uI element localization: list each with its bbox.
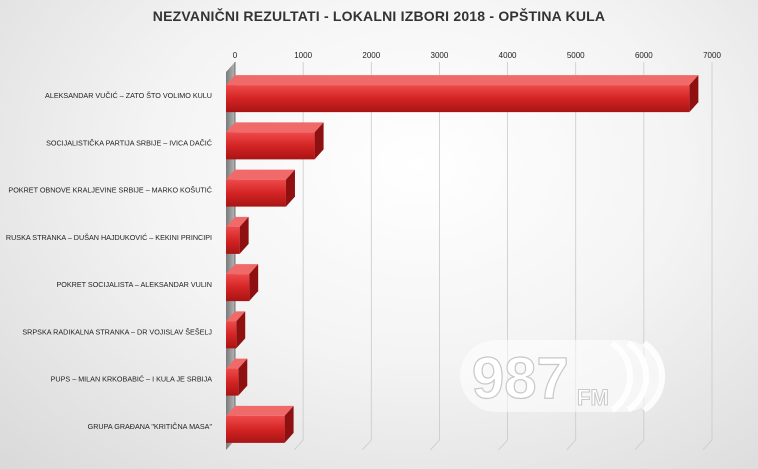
gridline-floor [634,439,645,451]
category-label: GRUPA GRAĐANA "KRITIČNA MASA" [88,422,213,431]
bar-front-face [226,226,240,254]
x-tick-label: 4000 [499,51,517,60]
bar-side-face [238,358,248,396]
bar-front-face [226,368,239,396]
bar-side-face [689,75,699,113]
x-tick-label: 3000 [431,51,449,60]
bar-front-face [226,321,237,349]
bar-top-face [226,75,699,86]
bar-side-face [249,264,259,302]
bar-side-face [285,169,295,207]
category-label: RUSKA STRANKA – DUŠAN HAJDUKOVIĆ – KEKIN… [6,233,212,242]
bar [226,216,249,254]
logo-pill [460,340,660,412]
category-label: ALEKSANDAR VUČIĆ – ZATO ŠTO VOLIMO KULU [45,91,212,100]
category-label: SOCIJALISTIČKA PARTIJA SRBIJE – IVICA DA… [46,138,212,147]
bars [226,75,699,443]
bar-top-face [226,122,324,133]
bar [226,311,246,349]
bar-top-face [226,216,249,227]
watermark-number: 987 [472,346,569,411]
bar-side-face [314,122,324,160]
gridline-floor [361,439,372,451]
bar [226,358,248,396]
bar-side-face [236,311,246,349]
bar-front-face [226,85,690,113]
bar-top-face [226,169,295,180]
chart-title: NEZVANIČNI REZULTATI - LOKALNI IZBORI 20… [152,8,606,24]
bar [226,122,324,160]
bar-front-face [226,415,285,443]
gridline-floor [566,439,577,451]
x-tick-label: 6000 [635,51,653,60]
bar-top-face [226,358,248,369]
gridline-floor [498,439,508,451]
x-tick-label: 5000 [567,51,585,60]
watermark-unit: FM [577,385,609,410]
category-labels: ALEKSANDAR VUČIĆ – ZATO ŠTO VOLIMO KULU S… [6,91,213,431]
bar-side-face [284,405,294,443]
x-tick-label: 0 [233,51,238,60]
gridline-floor [702,439,713,451]
x-tick-label: 2000 [362,51,380,60]
x-tick-label: 1000 [294,51,312,60]
watermark-logo: 987 FM [460,340,666,413]
category-label: POKRET SOCIJALISTA – ALEKSANDAR VULIN [56,280,212,289]
gridline-floor [430,439,440,451]
bar [226,75,699,113]
bar [226,264,259,302]
bar-front-face [226,179,286,207]
bar-top-face [226,405,294,416]
x-axis-ticks: 0 1000 2000 3000 4000 5000 6000 7000 [233,51,722,60]
bar-top-face [226,311,246,322]
category-label: PUPS – MILAN KRKOBABIĆ – I KULA JE SRBIJ… [51,375,213,384]
gridline-floor [293,439,304,451]
bar [226,405,294,443]
category-label: SRPSKA RADIKALNA STRANKA – DR VOJISLAV Š… [22,327,212,336]
bar-top-face [226,264,259,275]
x-tick-label: 7000 [703,51,721,60]
bar-front-face [226,132,315,160]
bar [226,169,295,207]
category-label: POKRET OBNOVE KRALJEVINE SRBIJE – MARKO … [8,186,212,195]
bar-side-face [239,216,249,254]
bar-front-face [226,274,250,302]
